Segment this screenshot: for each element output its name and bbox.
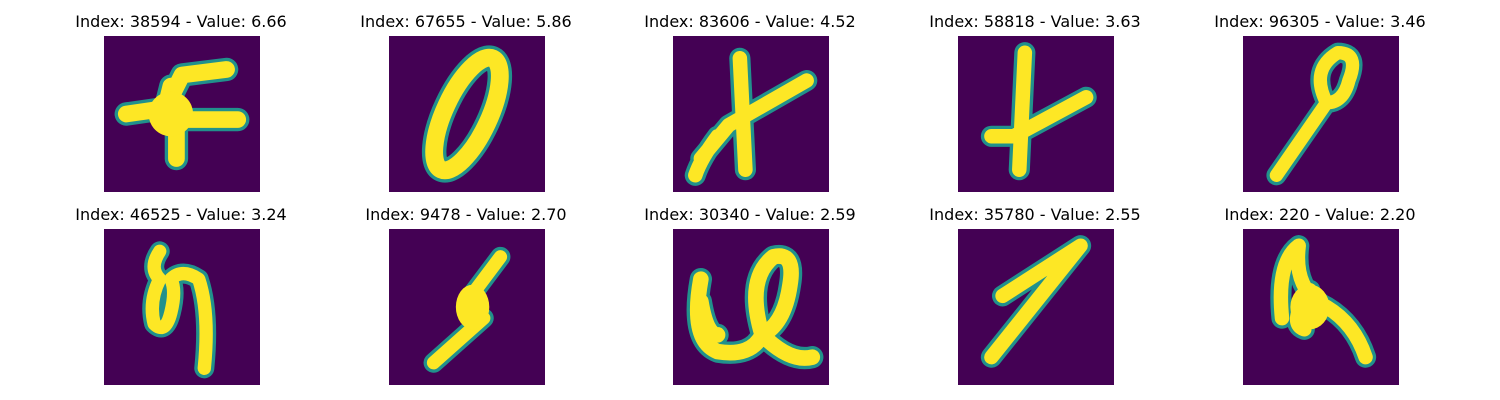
digit-image xyxy=(104,229,260,385)
digit-image xyxy=(389,229,545,385)
grid-panel: Index: 38594 - Value: 6.66 xyxy=(61,12,301,197)
digit-image xyxy=(1243,229,1399,385)
panel-title: Index: 83606 - Value: 4.52 xyxy=(644,12,856,31)
digit-image xyxy=(673,229,829,385)
panel-title: Index: 67655 - Value: 5.86 xyxy=(360,12,572,31)
panel-title: Index: 30340 - Value: 2.59 xyxy=(644,205,856,224)
panel-title: Index: 38594 - Value: 6.66 xyxy=(75,12,287,31)
digit-image xyxy=(958,36,1114,192)
panel-title: Index: 220 - Value: 2.20 xyxy=(1224,205,1416,224)
grid-panel: Index: 46525 - Value: 3.24 xyxy=(61,205,301,390)
digit-image xyxy=(389,36,545,192)
panel-title: Index: 35780 - Value: 2.55 xyxy=(929,205,1141,224)
grid-panel: Index: 220 - Value: 2.20 xyxy=(1200,205,1440,390)
panel-title: Index: 96305 - Value: 3.46 xyxy=(1214,12,1426,31)
grid-panel: Index: 30340 - Value: 2.59 xyxy=(630,205,870,390)
grid-panel: Index: 96305 - Value: 3.46 xyxy=(1200,12,1440,197)
panel-title: Index: 9478 - Value: 2.70 xyxy=(365,205,567,224)
grid-panel: Index: 35780 - Value: 2.55 xyxy=(915,205,1155,390)
digit-image xyxy=(1243,36,1399,192)
grid-panel: Index: 83606 - Value: 4.52 xyxy=(630,12,870,197)
panel-title: Index: 58818 - Value: 3.63 xyxy=(929,12,1141,31)
grid-panel: Index: 9478 - Value: 2.70 xyxy=(346,205,586,390)
grid-panel: Index: 67655 - Value: 5.86 xyxy=(346,12,586,197)
grid-panel: Index: 58818 - Value: 3.63 xyxy=(915,12,1155,197)
panel-title: Index: 46525 - Value: 3.24 xyxy=(75,205,287,224)
digit-image xyxy=(104,36,260,192)
digit-image xyxy=(958,229,1114,385)
digit-image xyxy=(673,36,829,192)
